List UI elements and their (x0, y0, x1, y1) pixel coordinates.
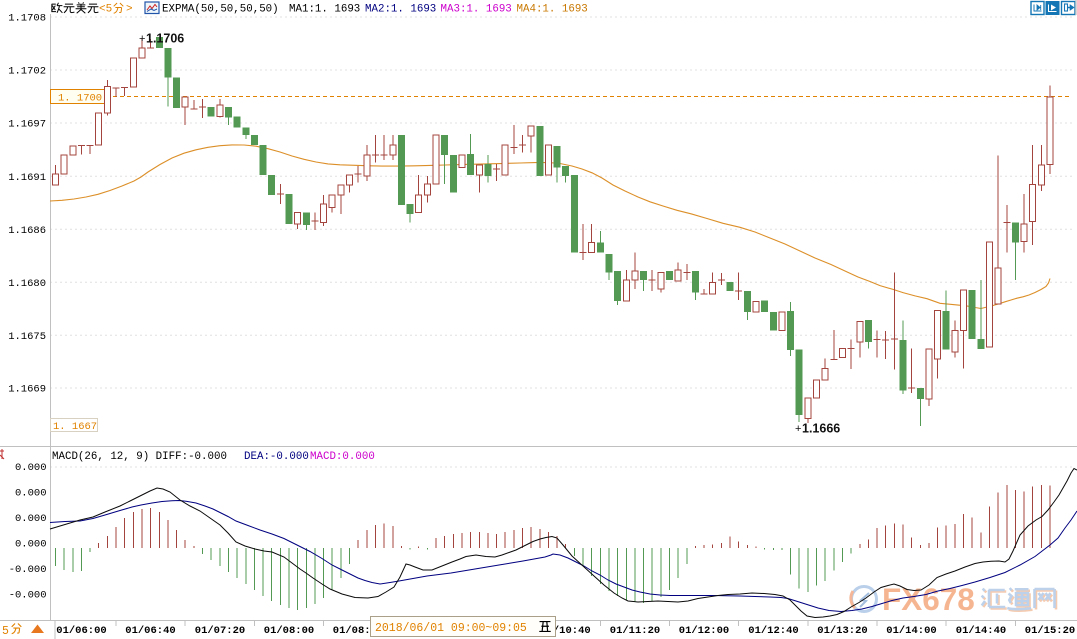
svg-text:01/06:00: 01/06:00 (56, 625, 106, 637)
svg-text:-0.000: -0.000 (9, 564, 47, 576)
svg-text:1. 1667: 1. 1667 (53, 421, 97, 433)
svg-text:01/11:20: 01/11:20 (610, 625, 660, 637)
svg-text:01/14:00: 01/14:00 (886, 625, 936, 637)
svg-text:1.1666: 1.1666 (802, 422, 840, 436)
svg-text:MA2:1. 1693: MA2:1. 1693 (365, 4, 436, 16)
svg-text:1. 1700: 1. 1700 (58, 93, 102, 105)
svg-text:1.1680: 1.1680 (8, 278, 46, 290)
svg-text:01/12:40: 01/12:40 (748, 625, 798, 637)
svg-text:0.000: 0.000 (15, 539, 47, 551)
svg-text:01/15:20: 01/15:20 (1025, 625, 1075, 637)
svg-text:<5: <5 (99, 4, 112, 16)
svg-text:1.1691: 1.1691 (8, 172, 46, 184)
svg-text:1.1675: 1.1675 (8, 331, 46, 343)
svg-text:0.000: 0.000 (15, 462, 47, 474)
svg-text:MACD:0.000: MACD:0.000 (310, 451, 375, 463)
svg-text:01/07:20: 01/07:20 (195, 625, 245, 637)
svg-text:01/14:40: 01/14:40 (956, 625, 1006, 637)
svg-text:MA1:1. 1693: MA1:1. 1693 (289, 4, 360, 16)
svg-text:MA3:1. 1693: MA3:1. 1693 (441, 4, 512, 16)
svg-text:1.1697: 1.1697 (8, 119, 46, 131)
svg-text:0.000: 0.000 (15, 513, 47, 525)
svg-text:1.1669: 1.1669 (8, 384, 46, 396)
svg-text:01/12:00: 01/12:00 (679, 625, 729, 637)
svg-text:MA4:1. 1693: MA4:1. 1693 (517, 4, 588, 16)
svg-text:+: + (139, 33, 145, 45)
svg-text:-0.000: -0.000 (9, 590, 47, 602)
svg-text:EXPMA(50,50,50,50): EXPMA(50,50,50,50) (162, 4, 279, 16)
svg-text:1.1706: 1.1706 (146, 32, 184, 46)
svg-text:01/13:20: 01/13:20 (817, 625, 867, 637)
svg-text:1.1702: 1.1702 (8, 66, 46, 78)
svg-text:1.1708: 1.1708 (8, 13, 46, 25)
svg-text:>: > (126, 4, 133, 16)
svg-text:2018/06/01 09:00~09:05: 2018/06/01 09:00~09:05 (375, 622, 527, 635)
svg-text:5: 5 (2, 625, 9, 638)
svg-text:0.000: 0.000 (15, 488, 47, 500)
svg-text:1.1686: 1.1686 (8, 225, 46, 237)
svg-text:MACD(26, 12, 9) DIFF:-0.000: MACD(26, 12, 9) DIFF:-0.000 (52, 451, 227, 463)
svg-text:DEA:-0.000: DEA:-0.000 (244, 451, 309, 463)
svg-text:01/08:00: 01/08:00 (264, 625, 314, 637)
svg-text:01/06:40: 01/06:40 (125, 625, 175, 637)
svg-text:+: + (795, 423, 801, 435)
svg-text:FX678: FX678 (882, 581, 975, 617)
